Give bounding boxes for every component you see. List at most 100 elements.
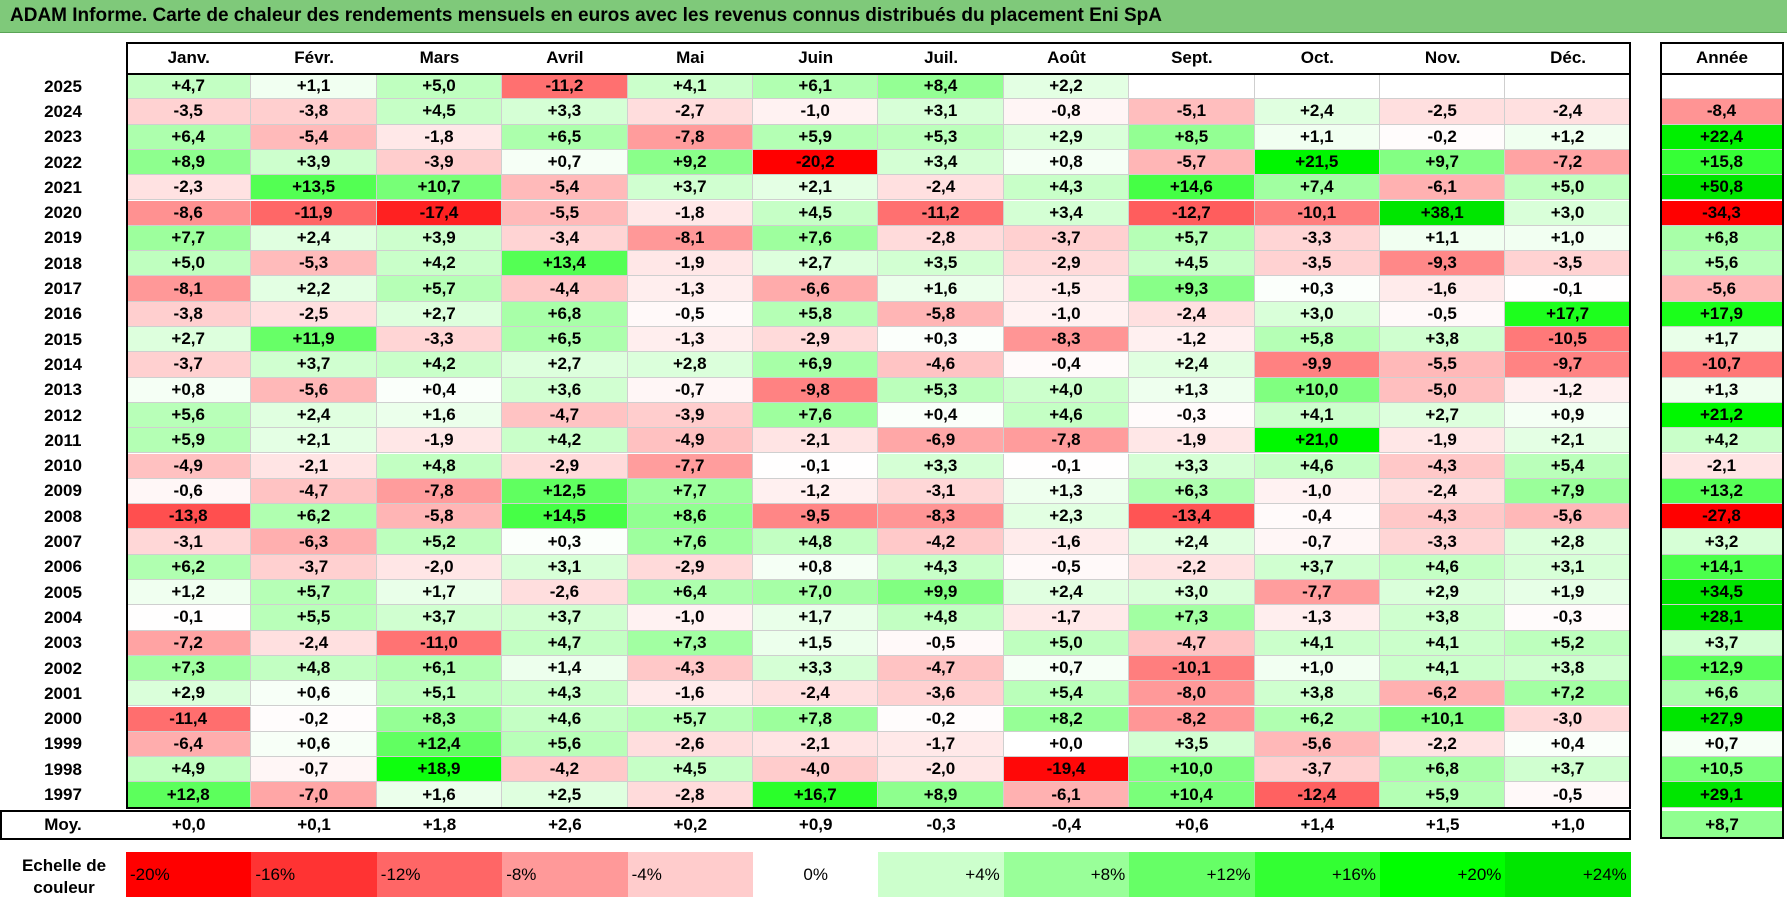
heatmap-cell: -3,1 [878,478,1004,505]
color-scale-swatch: -20% [126,852,252,897]
year-label: 2010 [44,456,82,476]
heatmap-cell: +2,4 [251,225,377,252]
heatmap-cell: -3,7 [1254,757,1380,783]
heatmap-cell: -5,8 [376,504,503,530]
year-label: 2011 [44,430,82,450]
color-scale-swatch: -4% [627,852,753,897]
heatmap-cell: -8,2 [1129,706,1255,732]
month-header: Sept. [1129,42,1255,74]
heatmap-cell: +3,7 [251,352,377,378]
heatmap-cell: -4,9 [126,453,252,479]
heatmap-cell: -9,8 [753,377,879,403]
year-label: 2018 [44,253,82,273]
heatmap-cell: +1,5 [753,630,879,656]
annual-cell: +17,9 [1660,301,1784,327]
heatmap-cell: +1,0 [1254,655,1380,682]
year-column-header: Année [1660,42,1784,74]
heatmap-cell: +8,6 [627,504,753,530]
month-header: Juil. [878,42,1004,74]
heatmap-cell: -5,6 [251,377,377,403]
heatmap-cell: +5,9 [1380,782,1506,808]
heatmap-cell: +0,4 [376,377,503,403]
heatmap-cell: -0,1 [1003,453,1130,479]
color-scale-swatch: +4% [878,852,1004,897]
heatmap-cell: -8,0 [1129,681,1255,707]
heatmap-cell: -7,8 [1003,428,1130,454]
heatmap-cell: -2,9 [502,453,628,479]
heatmap-cell: +11,9 [251,327,377,353]
heatmap-cell: +4,8 [251,655,377,682]
heatmap-cell: -2,4 [251,630,377,656]
year-label: 2017 [44,279,82,299]
heatmap-cell: -11,2 [502,74,628,100]
heatmap-cell: -8,1 [627,225,753,252]
heatmap-cell: -3,7 [251,554,377,580]
month-header: Déc. [1505,42,1631,74]
heatmap-cell: -13,8 [126,504,252,530]
heatmap-cell: -1,2 [1129,327,1255,353]
heatmap-cell: -0,2 [251,706,377,732]
heatmap-cell: +1,7 [753,605,879,631]
annual-cell: +29,1 [1660,782,1784,808]
heatmap-cell: -0,2 [878,706,1004,732]
month-header: Juin [753,42,879,74]
heatmap-cell: -4,6 [878,352,1004,378]
heatmap-cell: -0,1 [753,453,879,479]
heatmap-cell: +5,4 [1505,453,1631,479]
heatmap-cell: +2,7 [753,251,879,277]
heatmap-cell: +0,3 [502,529,628,555]
annual-cell: +34,5 [1660,580,1784,606]
color-scale-swatch: -16% [251,852,377,897]
annual-cell: +15,8 [1660,149,1784,176]
heatmap-cell: +3,3 [878,453,1004,479]
heatmap-cell: +18,9 [376,757,503,783]
annual-cell: +50,8 [1660,175,1784,201]
heatmap-cell: +6,8 [502,301,628,327]
heatmap-cell: +2,4 [251,402,377,429]
annual-cell: +3,7 [1660,630,1784,656]
average-label: Moy. [44,814,82,834]
heatmap-cell: +1,0 [1505,225,1631,252]
heatmap-cell: +4,3 [502,681,628,707]
year-label: 2022 [44,152,82,172]
heatmap-cell: -2,6 [627,731,753,758]
heatmap-cell: +2,1 [753,175,879,201]
year-label: 2002 [44,658,82,678]
heatmap-cell: -2,6 [502,580,628,606]
year-label: 2008 [44,506,82,526]
heatmap-cell: +4,9 [126,757,252,783]
year-label: 1997 [44,785,82,805]
heatmap-cell: +9,7 [1380,149,1506,176]
heatmap-cell: -5,4 [251,124,377,150]
heatmap-cell: -19,4 [1003,757,1130,783]
average-cell: +1,4 [1254,810,1380,839]
heatmap-cell: -11,2 [878,200,1004,226]
annual-cell: +1,7 [1660,327,1784,353]
average-cell: +0,1 [251,810,377,839]
heatmap-cell: +7,3 [627,630,753,656]
heatmap-cell: -1,0 [753,99,879,125]
color-scale-swatch: 0% [753,852,879,897]
heatmap-cell: +2,4 [1129,352,1255,378]
heatmap-cell: -5,7 [1129,149,1255,176]
heatmap-cell: -3,9 [627,402,753,429]
heatmap-cell: -2,4 [1129,301,1255,327]
heatmap-cell: +0,6 [251,731,377,758]
heatmap-cell: -0,5 [1380,301,1506,327]
heatmap-cell: +5,9 [753,124,879,150]
heatmap-cell: +3,7 [502,605,628,631]
heatmap-cell: +3,3 [1129,453,1255,479]
heatmap-cell: -5,6 [1505,504,1631,530]
heatmap-cell: +6,3 [1129,478,1255,505]
heatmap-cell: -1,8 [376,124,503,150]
heatmap-cell: -3,5 [1505,251,1631,277]
heatmap-cell: +13,4 [502,251,628,277]
heatmap-cell: +5,0 [376,74,503,100]
annual-cell: +6,6 [1660,681,1784,707]
annual-cell: +21,2 [1660,402,1784,429]
heatmap-cell: +1,6 [376,782,503,808]
heatmap-cell: +5,4 [1003,681,1130,707]
month-header: Août [1003,42,1130,74]
average-cell: +0,9 [753,810,879,839]
heatmap-cell: -2,9 [627,554,753,580]
